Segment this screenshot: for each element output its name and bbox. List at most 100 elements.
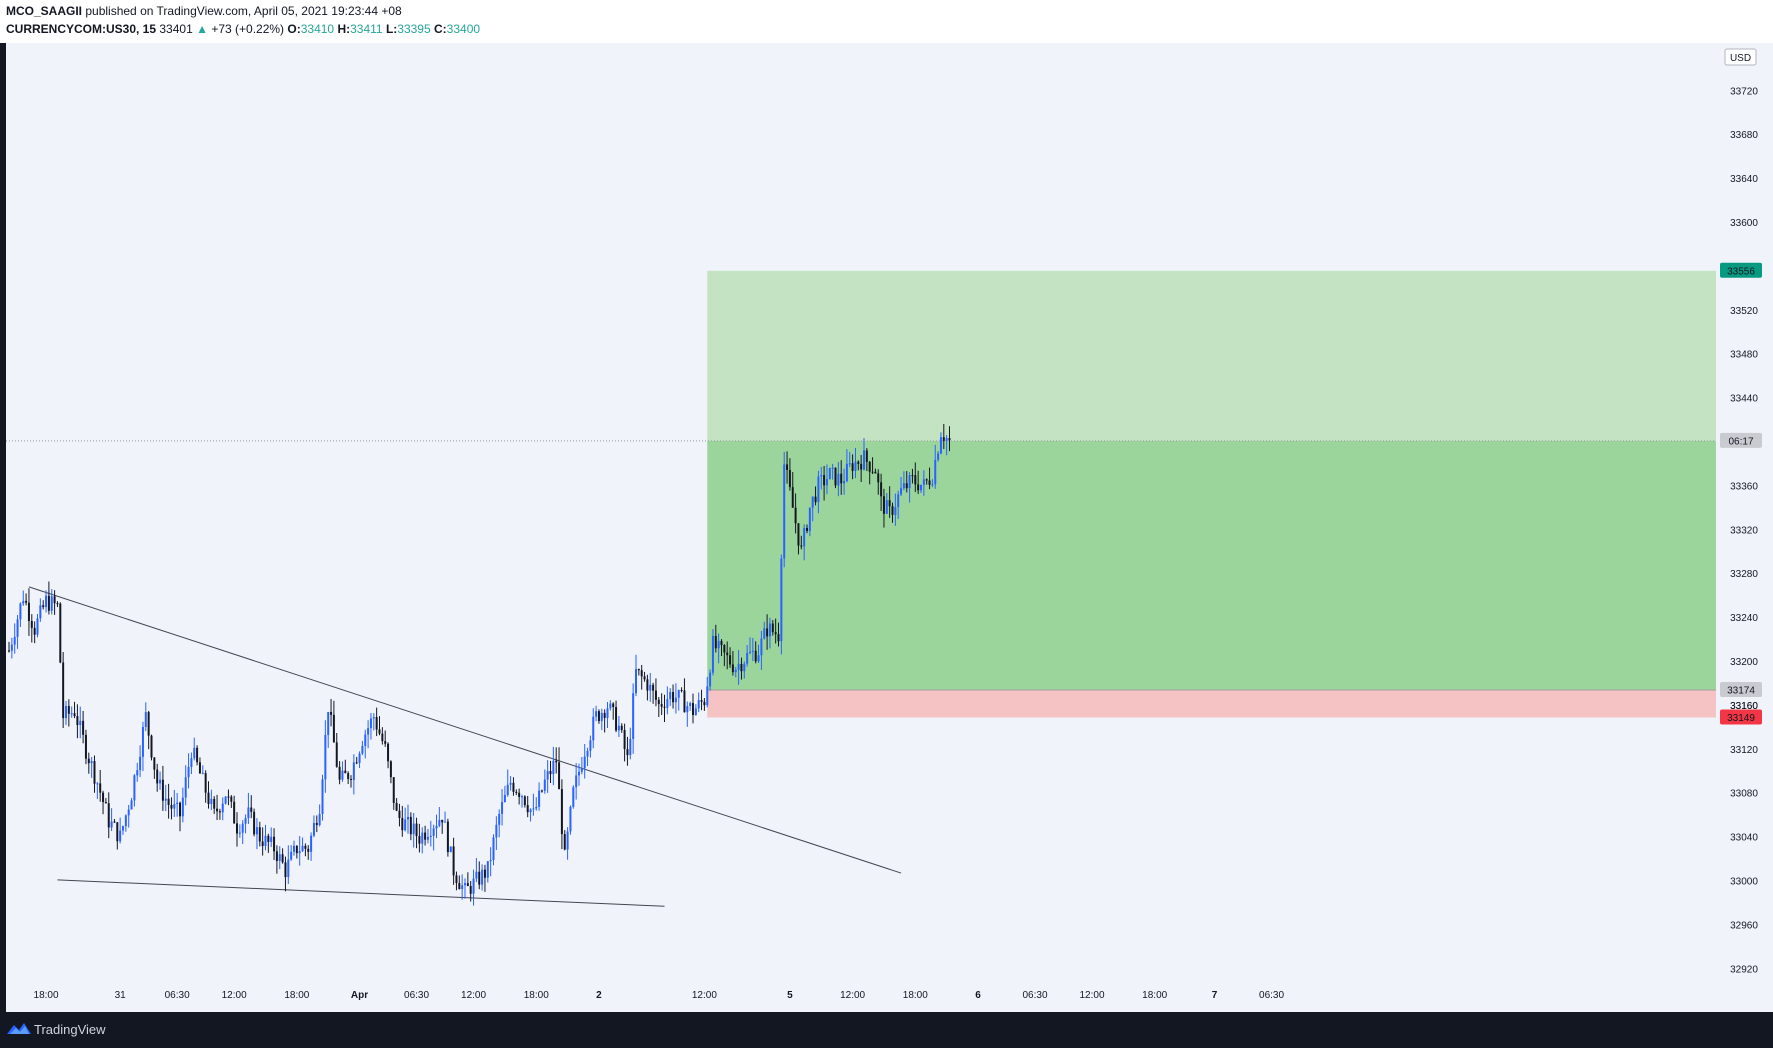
x-axis[interactable]: 18:00 31 06:30 12:00 18:00 Apr 06:30 12:00 18:00… <box>34 990 1285 1001</box>
candle <box>831 463 834 480</box>
candle-body <box>615 707 618 731</box>
candle-body <box>45 595 48 608</box>
candle <box>307 845 310 860</box>
author-name[interactable]: MCO_SAAGII <box>6 4 83 18</box>
candle <box>731 651 734 676</box>
candle-body <box>749 651 751 653</box>
candle <box>119 817 122 844</box>
candle-body <box>920 484 922 491</box>
price-chart[interactable]: 32920 32960 33000 33040 33080 33120 33160 33200… <box>0 43 1773 1012</box>
candle <box>110 808 113 831</box>
upper-trendline[interactable] <box>28 586 902 874</box>
candle-body <box>706 686 709 706</box>
candle-body <box>845 463 848 482</box>
candle <box>190 752 193 775</box>
candle-body <box>851 463 854 471</box>
candle-body <box>464 883 466 886</box>
candle-body <box>925 479 928 481</box>
y-axis-panel[interactable] <box>1716 43 1773 1012</box>
candle <box>592 708 595 749</box>
candle-body <box>335 742 338 767</box>
candle <box>341 761 344 782</box>
candle <box>911 468 914 484</box>
candle <box>751 637 754 662</box>
candle-body <box>729 655 732 665</box>
candle <box>672 684 675 709</box>
brand-name[interactable]: TradingView <box>34 1022 106 1037</box>
candle <box>703 698 706 711</box>
candle-body <box>626 749 629 756</box>
candle <box>546 760 549 793</box>
stop-zone[interactable] <box>707 690 1716 718</box>
candle-body <box>122 826 124 831</box>
candle <box>897 490 900 519</box>
candle <box>469 880 472 902</box>
candle-body <box>689 703 692 706</box>
candle-body <box>620 725 623 731</box>
candle-body <box>30 621 33 628</box>
target-zone-filled[interactable] <box>707 440 1716 691</box>
x-axis-panel[interactable] <box>6 1010 1716 1012</box>
candle <box>375 707 378 737</box>
candle-body <box>307 848 310 852</box>
x-tick-label: 06:30 <box>1259 990 1284 1001</box>
candle <box>657 696 660 717</box>
y-tick-label: 33200 <box>1730 657 1758 668</box>
candle-body <box>777 634 780 642</box>
close-value: 33400 <box>446 22 481 36</box>
candle-body <box>558 762 561 790</box>
position-zones[interactable] <box>707 270 1716 718</box>
candle <box>612 702 615 720</box>
candle <box>806 524 808 534</box>
candle <box>766 614 769 650</box>
candle <box>617 715 620 737</box>
candle <box>418 823 421 853</box>
trendlines[interactable] <box>28 586 902 907</box>
target-zone-upper[interactable] <box>707 270 1716 441</box>
candle-body <box>583 756 586 769</box>
candle <box>689 701 692 711</box>
candle <box>221 797 224 821</box>
candle <box>523 795 526 808</box>
candle-body <box>515 791 518 793</box>
lower-trendline[interactable] <box>57 879 665 907</box>
candle <box>224 796 227 805</box>
x-tick-label: 5 <box>787 990 793 1001</box>
candle <box>218 808 221 820</box>
candle <box>860 454 863 482</box>
candle <box>794 493 797 534</box>
candle-body <box>438 819 441 826</box>
candle-body <box>726 652 729 656</box>
candle-body <box>891 506 894 515</box>
candle-body <box>369 718 372 729</box>
candle <box>50 589 53 615</box>
candle-body <box>483 869 486 878</box>
candle <box>153 757 156 779</box>
candle <box>891 502 894 523</box>
candle-body <box>694 708 697 716</box>
candle <box>643 671 646 682</box>
y-axis[interactable]: 32920 32960 33000 33040 33080 33120 33160 33200… <box>1730 86 1758 975</box>
candle <box>141 721 144 772</box>
candle <box>387 742 390 769</box>
candle <box>90 756 93 778</box>
candle-body <box>521 796 523 798</box>
currency-label-box[interactable]: USD <box>1724 48 1757 66</box>
candle <box>774 618 777 644</box>
candle <box>332 700 335 743</box>
candle <box>358 751 361 768</box>
tradingview-logo-icon[interactable] <box>7 1022 31 1036</box>
candle-body <box>352 762 355 781</box>
candle <box>99 769 102 802</box>
candle-body <box>882 496 885 514</box>
candle <box>173 789 176 817</box>
candle-body <box>523 796 526 806</box>
candle <box>244 814 247 834</box>
candle <box>600 708 603 731</box>
candle-body <box>159 779 162 784</box>
candle-body <box>141 727 144 757</box>
candle <box>563 830 566 851</box>
candle <box>330 698 333 727</box>
x-tick-label: Apr <box>351 990 368 1001</box>
candle <box>281 848 284 864</box>
